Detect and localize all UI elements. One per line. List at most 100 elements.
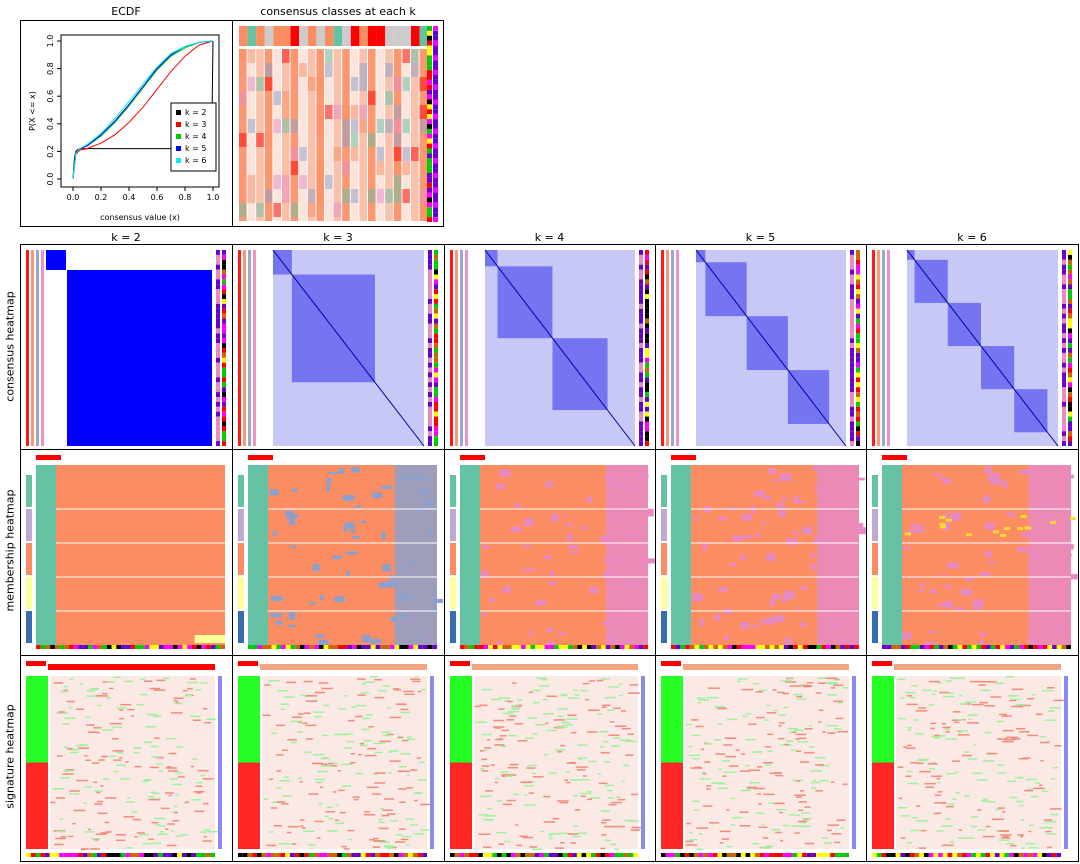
classes-annotation — [427, 182, 432, 188]
signature-cell — [949, 841, 954, 843]
signature-cell — [176, 746, 184, 748]
signature-cell — [745, 738, 757, 741]
annotation-cell — [216, 284, 220, 290]
signature-cell — [420, 829, 430, 831]
signature-cell — [721, 838, 729, 840]
signature-cell — [273, 824, 283, 827]
signature-cell — [556, 800, 569, 802]
membership-annotation — [840, 645, 845, 649]
signature-annotation — [994, 853, 1000, 857]
membership-cell — [780, 473, 792, 482]
annotation-cell — [645, 387, 649, 393]
signature-annotation — [318, 853, 324, 857]
signature-cell — [326, 806, 333, 809]
classes-annotation — [433, 30, 438, 36]
membership-cell — [523, 568, 535, 572]
signature-cell — [797, 741, 809, 743]
signature-cell — [945, 818, 952, 820]
signature-cell — [341, 733, 353, 735]
signature-cell — [481, 733, 492, 736]
signature-cell — [730, 824, 736, 826]
membership-annotation — [502, 645, 507, 649]
signature-cell — [714, 739, 721, 741]
classes-cell — [290, 147, 299, 161]
signature-cell — [155, 824, 161, 826]
signature-cell — [314, 820, 324, 823]
membership-cell — [946, 562, 959, 569]
membership-annotation — [1052, 645, 1057, 649]
annotation-cell — [1062, 426, 1066, 432]
annotation-cell — [639, 284, 643, 290]
signature-cell — [1005, 676, 1015, 678]
signature-cell — [905, 691, 916, 694]
annotation-cell — [216, 250, 220, 255]
signature-cell — [276, 770, 282, 772]
membership-heatmap-k6-svg — [872, 455, 1078, 649]
signature-cell — [739, 825, 751, 827]
membership-annotation — [746, 645, 751, 649]
membership-annotation — [910, 645, 916, 649]
signature-cell — [774, 802, 785, 805]
signature-cell — [835, 717, 844, 720]
signature-cell — [400, 711, 411, 714]
classes-annotation — [433, 104, 438, 110]
signature-cell — [506, 700, 513, 703]
membership-cell — [810, 553, 815, 558]
classes-title: consensus classes at each k — [260, 5, 416, 18]
signature-cell — [53, 788, 65, 790]
consensus-class-bar — [455, 250, 458, 446]
signature-cell — [571, 835, 581, 838]
membership-cell — [778, 512, 785, 515]
classes-annotation — [427, 94, 432, 100]
membership-side-bar — [238, 611, 244, 643]
annotation-cell — [222, 421, 226, 427]
classes-cell — [393, 119, 402, 133]
membership-side-bar — [26, 577, 32, 609]
signature-cell — [173, 699, 177, 702]
signature-cell — [195, 785, 203, 787]
signature-cell — [998, 772, 1006, 774]
signature-cell — [206, 718, 217, 721]
membership-annotation — [1037, 645, 1043, 649]
membership-annotation — [962, 645, 968, 649]
signature-cell — [587, 798, 593, 801]
signature-cell — [407, 736, 412, 739]
membership-cell — [702, 542, 708, 551]
signature-cell — [149, 766, 159, 769]
signature-cell — [906, 747, 916, 749]
signature-cell — [614, 825, 625, 828]
annotation-cell — [1062, 294, 1066, 299]
membership-annotation — [394, 645, 400, 649]
signature-cell — [303, 680, 313, 683]
membership-cell — [646, 508, 654, 517]
membership-annotation — [271, 645, 277, 649]
membership-cell — [326, 484, 331, 492]
membership-cell — [984, 523, 994, 529]
annotation-cell — [434, 357, 438, 363]
signature-cell — [917, 762, 924, 765]
membership-cell — [312, 563, 320, 572]
signature-cell — [966, 722, 979, 724]
classes-annotation — [433, 35, 438, 41]
annotation-cell — [428, 323, 432, 329]
signature-cell — [625, 740, 637, 743]
signature-annotation — [101, 853, 107, 857]
signature-cell — [263, 798, 269, 800]
annotation-cell — [850, 289, 854, 295]
signature-top-bar — [872, 661, 892, 666]
signature-cell — [897, 806, 908, 809]
classes-cell — [264, 161, 273, 175]
signature-annotation — [586, 853, 591, 857]
membership-annotation — [385, 645, 390, 649]
signature-annotation — [778, 853, 784, 857]
membership-annotation — [375, 645, 381, 649]
annotation-cell — [434, 372, 438, 378]
signature-annotation — [82, 853, 88, 857]
signature-cell — [577, 832, 587, 835]
annotation-cell — [434, 279, 438, 285]
signature-annotation — [567, 853, 573, 857]
signature-cell — [763, 761, 773, 764]
signature-cell — [1020, 819, 1025, 821]
signature-cell — [996, 738, 1008, 740]
signature-annotation — [1042, 853, 1047, 857]
